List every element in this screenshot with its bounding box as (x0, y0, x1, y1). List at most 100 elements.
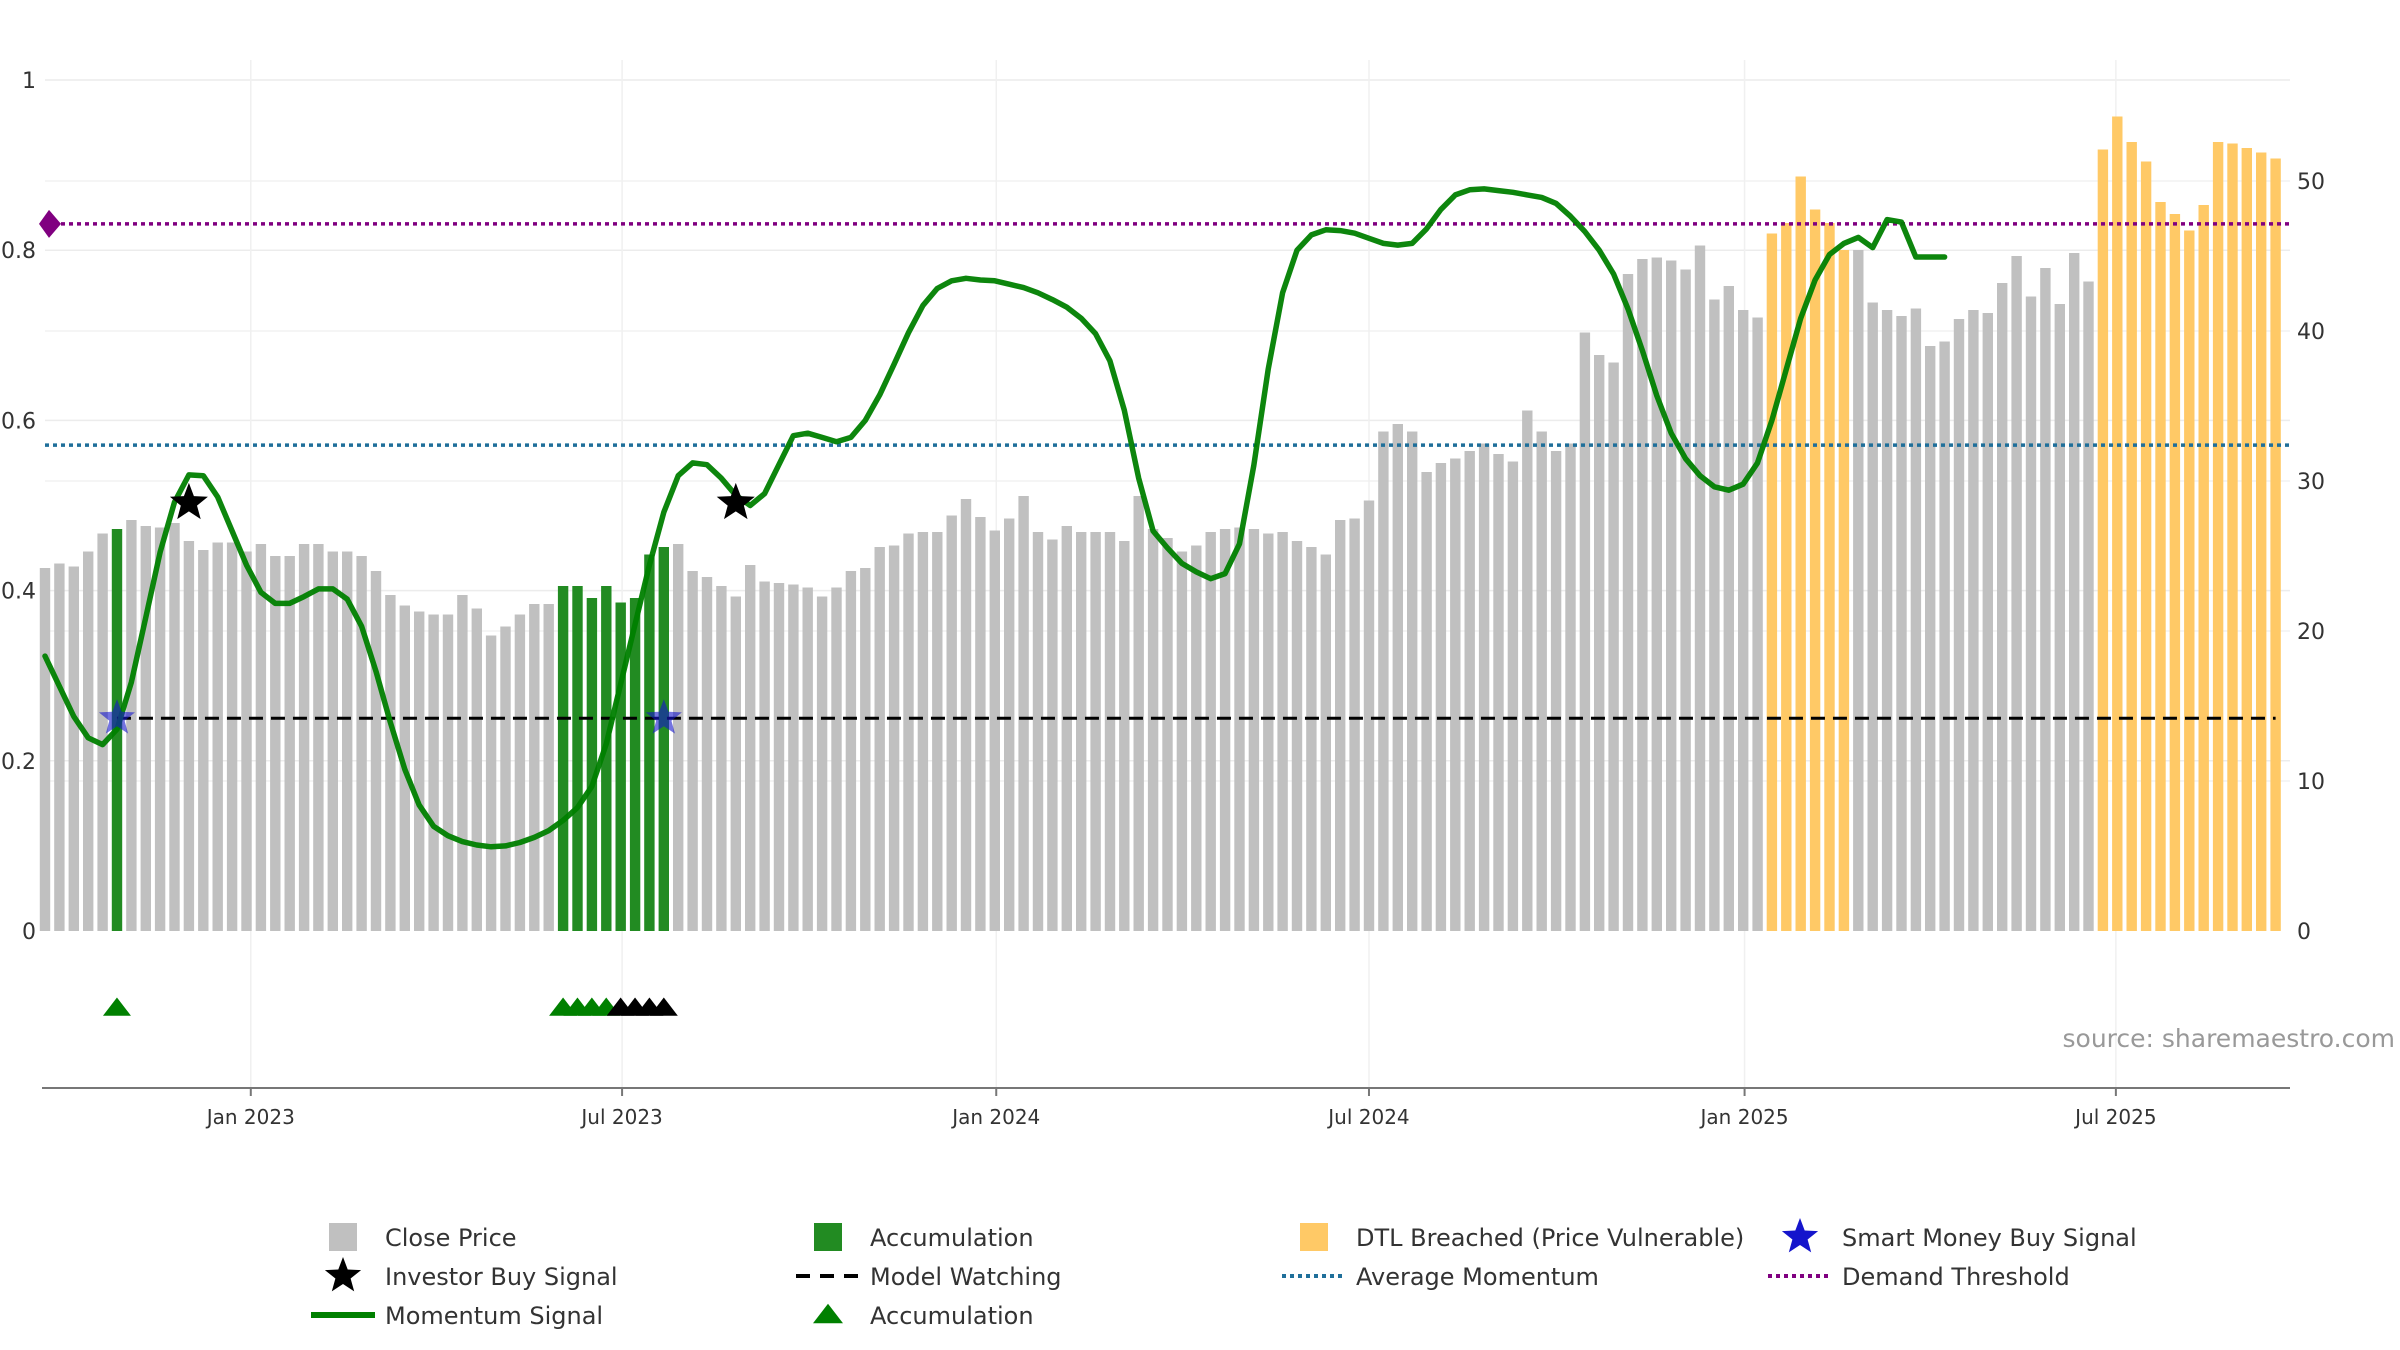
right-axis-tick-label: 30 (2297, 470, 2325, 495)
x-tick-label: Jul 2024 (1326, 1105, 1409, 1129)
close-price-bar (1464, 451, 1475, 931)
x-tick-label: Jul 2025 (2073, 1105, 2156, 1129)
close-price-bar (442, 614, 454, 931)
close-price-bar (1450, 458, 1461, 931)
close-price-bar (802, 587, 813, 931)
accumulation-triangle (102, 997, 131, 1016)
legend-label: Momentum Signal (385, 1302, 603, 1330)
dtl-breached-bar (1766, 233, 1778, 931)
close-price-bar (485, 635, 497, 931)
left-axis-tick-label: 1 (22, 69, 36, 94)
close-price-bar (1104, 532, 1116, 931)
close-price-bar (1925, 346, 1936, 931)
close-price-bar (860, 568, 871, 931)
close-price-bar (1694, 245, 1706, 931)
x-tick-label: Jul 2023 (579, 1105, 662, 1129)
close-price-bar (989, 530, 1000, 931)
close-price-bar (97, 533, 108, 931)
close-price-bar (1032, 532, 1044, 931)
legend-label: Accumulation (870, 1224, 1034, 1252)
close-price-bar (1421, 472, 1432, 931)
close-price-bar (1953, 319, 1965, 931)
accumulation-bar (557, 586, 569, 931)
close-price-bar (183, 541, 195, 931)
x-tick-label: Jan 2025 (1699, 1105, 1789, 1129)
dtl-breached-bar (2212, 142, 2224, 931)
legend-item: Investor Buy Signal (324, 1257, 618, 1292)
close-price-bar (1004, 518, 1015, 931)
close-price-bar (1018, 496, 1029, 931)
legend-label: Demand Threshold (1842, 1263, 2070, 1291)
close-price-bar (932, 532, 943, 931)
right-axis-tick-label: 10 (2297, 770, 2325, 795)
left-axis-tick-label: 0.4 (1, 580, 36, 605)
dtl-breached-bar (2112, 116, 2123, 931)
dtl-breached-bar (2198, 205, 2209, 931)
legend-item: Demand Threshold (1768, 1263, 2070, 1291)
close-price-bar (1349, 518, 1360, 931)
close-price-bar (2025, 296, 2037, 931)
close-price-bar (327, 551, 338, 931)
close-price-bar (1752, 317, 1763, 931)
close-price-bar (39, 568, 51, 931)
dtl-breached-bar (2227, 143, 2238, 931)
close-price-bar (198, 550, 209, 931)
legend-swatch-triangle (813, 1303, 843, 1324)
close-price-bar (1047, 539, 1058, 931)
legend-item: Accumulation (814, 1223, 1034, 1252)
close-price-bar (169, 523, 180, 931)
accumulation-bar (586, 598, 598, 931)
right-axis-tick-label: 0 (2297, 920, 2311, 945)
close-price-bar (1147, 529, 1159, 931)
legend-item: Average Momentum (1282, 1263, 1599, 1291)
x-tick-label: Jan 2024 (950, 1105, 1040, 1129)
legend-label: Smart Money Buy Signal (1842, 1224, 2137, 1252)
legend-label: DTL Breached (Price Vulnerable) (1356, 1224, 1744, 1252)
legend-swatch-square (1300, 1223, 1328, 1251)
close-price-bar (1133, 496, 1144, 931)
close-price-bar (1191, 545, 1202, 931)
legend-item: Model Watching (796, 1263, 1062, 1291)
close-price-bar (773, 583, 785, 931)
close-price-bar (500, 626, 511, 931)
close-price-bar (1565, 443, 1576, 931)
close-price-bar (226, 542, 238, 931)
close-price-bar (1622, 274, 1634, 931)
close-price-bar (414, 611, 425, 931)
left-axis-tick-label: 0.6 (1, 409, 36, 434)
close-price-bar (68, 566, 79, 931)
close-price-bar (2040, 268, 2051, 931)
close-price-bar (946, 515, 957, 931)
dtl-breached-bar (2097, 149, 2109, 931)
close-price-bar (1306, 547, 1317, 931)
legend-swatch-star (324, 1257, 362, 1292)
close-price-bar (673, 544, 684, 931)
dtl-breached-bar (1795, 176, 1806, 931)
close-price-bar (1939, 341, 1950, 931)
close-price-bar (1493, 454, 1504, 931)
close-price-bar (1219, 529, 1231, 931)
close-price-bar (1881, 310, 1893, 931)
close-price-bar (845, 571, 857, 931)
close-price-bar (1651, 257, 1662, 931)
close-price-bar (716, 586, 727, 931)
close-price-bar (788, 584, 799, 931)
legend-item: Accumulation (813, 1302, 1034, 1330)
close-price-bar (1507, 461, 1519, 931)
close-price-bar (1435, 463, 1447, 931)
legend-label: Accumulation (870, 1302, 1034, 1330)
right-axis-tick-label: 40 (2297, 320, 2325, 345)
close-price-bar (1291, 541, 1303, 931)
left-axis-tick-label: 0.8 (1, 239, 36, 264)
close-price-bar (212, 542, 223, 931)
close-price-bar (917, 532, 929, 931)
dtl-breached-bar (1781, 223, 1792, 931)
dtl-breached-bar (1824, 223, 1835, 931)
demand-threshold-marker (39, 209, 61, 238)
legend-label: Close Price (385, 1224, 517, 1252)
close-price-bar (745, 565, 756, 931)
lines-layer (39, 186, 2290, 850)
close-price-bar (1867, 302, 1878, 931)
close-price-bar (241, 551, 252, 931)
accumulation-bar (644, 554, 655, 931)
